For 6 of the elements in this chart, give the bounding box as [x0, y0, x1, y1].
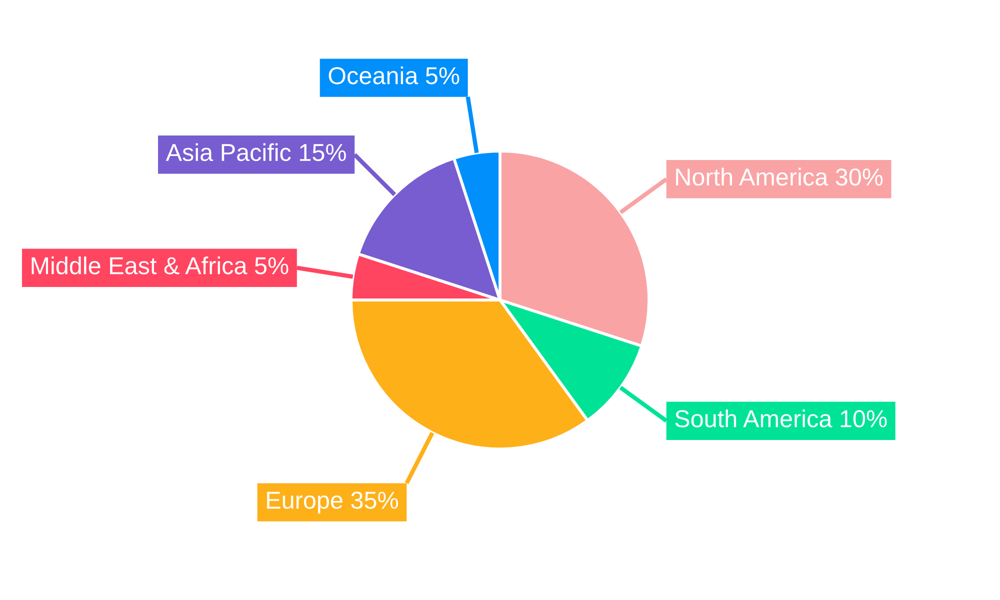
slice-label: Oceania 5% — [328, 66, 460, 84]
slice-label: Middle East & Africa 5% — [32, 256, 288, 274]
slice-label: Asia Pacific 15% — [166, 143, 346, 162]
slice-label: South America 10% — [675, 410, 887, 428]
slice-label: North America 30% — [676, 168, 883, 186]
slice-label: Europe 35% — [267, 492, 398, 514]
